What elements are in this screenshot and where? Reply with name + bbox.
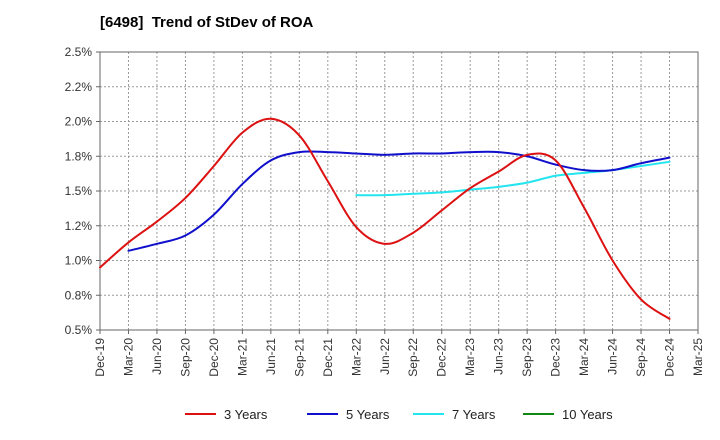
legend-label-10-years: 10 Years [562, 407, 613, 422]
x-tick-label: Jun-20 [150, 338, 164, 375]
x-tick-label: Mar-24 [577, 338, 591, 376]
chart-title: [6498] Trend of StDev of ROA [100, 14, 314, 31]
x-tick-label: Sep-20 [178, 338, 192, 377]
x-tick-label: Jun-24 [606, 338, 620, 375]
x-tick-label: Sep-22 [406, 338, 420, 377]
x-tick-label: Dec-19 [93, 338, 107, 377]
y-tick-label: 1.5% [65, 184, 93, 198]
y-tick-label: 2.2% [65, 80, 93, 94]
legend-label-3-years: 3 Years [224, 407, 268, 422]
x-tick-label: Jun-22 [378, 338, 392, 375]
x-tick-label: Mar-21 [235, 338, 249, 376]
x-tick-label: Sep-23 [520, 338, 534, 377]
x-tick-label: Sep-21 [292, 338, 306, 377]
series-line-5-years [127, 150, 671, 252]
y-tick-label: 1.8% [65, 149, 93, 163]
y-tick-label: 0.5% [65, 323, 93, 337]
x-tick-label: Mar-20 [121, 338, 135, 376]
y-tick-label: 2.5% [65, 45, 93, 59]
x-tick-label: Dec-22 [435, 338, 449, 377]
legend-label-5-years: 5 Years [346, 407, 390, 422]
y-tick-label: 1.0% [65, 254, 93, 268]
x-tick-label: Mar-25 [691, 338, 705, 376]
x-tick-label: Sep-24 [634, 338, 648, 377]
x-tick-label: Dec-20 [207, 338, 221, 377]
x-tick-label: Jun-21 [264, 338, 278, 375]
x-tick-label: Dec-21 [321, 338, 335, 377]
series-line-3-years [99, 117, 671, 320]
plot-border [99, 51, 699, 331]
x-tick-label: Jun-23 [492, 338, 506, 375]
y-tick-label: 1.2% [65, 219, 93, 233]
y-tick-label: 2.0% [65, 115, 93, 129]
x-tick-label: Dec-23 [549, 338, 563, 377]
y-tick-label: 0.8% [65, 288, 93, 302]
plot-area [100, 52, 698, 330]
x-tick-label: Mar-22 [349, 338, 363, 376]
x-tick-label: Dec-24 [663, 338, 677, 377]
x-tick-label: Mar-23 [463, 338, 477, 376]
legend-label-7-years: 7 Years [452, 407, 496, 422]
